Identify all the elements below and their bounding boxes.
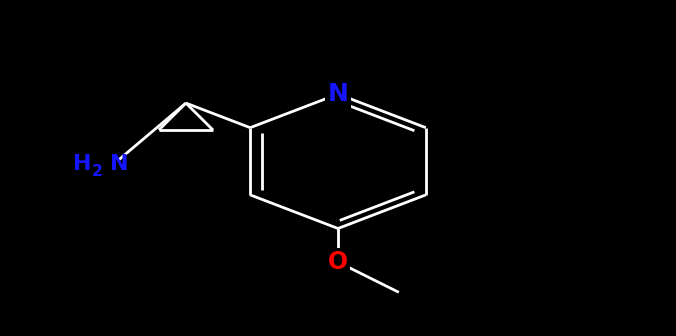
Text: N: N bbox=[110, 154, 128, 174]
Text: O: O bbox=[328, 250, 348, 274]
Text: H: H bbox=[73, 154, 91, 174]
Text: N: N bbox=[328, 82, 348, 106]
Text: 2: 2 bbox=[92, 164, 103, 179]
